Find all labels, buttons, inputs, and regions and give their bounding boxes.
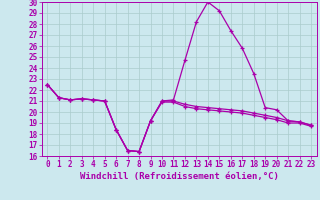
X-axis label: Windchill (Refroidissement éolien,°C): Windchill (Refroidissement éolien,°C) <box>80 172 279 181</box>
